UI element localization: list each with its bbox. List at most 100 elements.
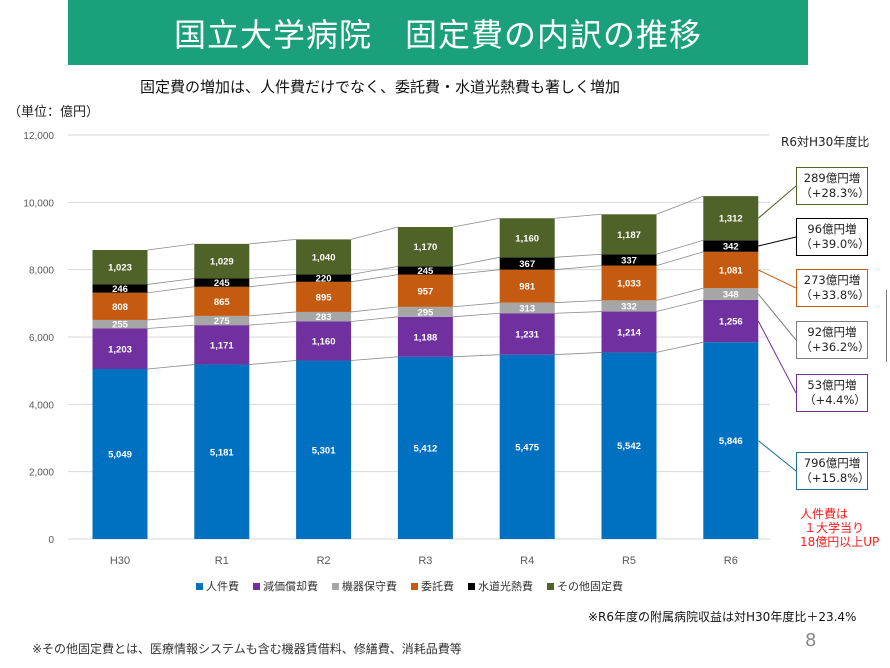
legend-label: 委託費 <box>421 580 454 593</box>
data-label: 1,170 <box>414 242 438 253</box>
annotation-box: 289億円増 （+28.3%） <box>796 167 870 205</box>
x-tick-label: R1 <box>215 555 229 567</box>
legend-label: 減価償却費 <box>263 580 318 593</box>
series-connector-line <box>554 311 602 314</box>
bar-segment <box>92 319 148 329</box>
data-label: 895 <box>316 292 333 303</box>
series-connector-line <box>350 226 399 240</box>
legend-label: 水道光熱費 <box>478 580 533 593</box>
data-label: 808 <box>112 302 128 313</box>
bar-segment <box>194 315 250 326</box>
data-label: 5,475 <box>515 442 539 453</box>
y-tick-label: 12,000 <box>23 131 54 142</box>
bar-segment <box>499 269 555 303</box>
annotation-leader-line <box>757 293 797 341</box>
bar-segment <box>194 278 250 287</box>
bar-segment <box>703 196 759 241</box>
series-connector-line <box>452 256 500 267</box>
annotation-box: 96億円増 （+39.0%） <box>796 218 870 256</box>
annotation-box: 796億円増 （+15.8%） <box>796 452 870 490</box>
legend-item: 人件費 <box>196 578 239 594</box>
annotation-percent: （+4.4%） <box>804 393 866 407</box>
data-label: 1,171 <box>210 340 234 351</box>
data-label: 1,312 <box>719 214 743 225</box>
annotation-increase: 289億円増 <box>803 171 861 185</box>
bar-segment <box>194 325 250 365</box>
bar-segment <box>601 352 657 539</box>
data-label: 1,214 <box>617 327 641 338</box>
annotation-leader-line <box>758 236 797 247</box>
legend-swatch <box>411 582 418 590</box>
y-tick-label: 6,000 <box>29 333 54 344</box>
data-label: 1,256 <box>719 317 743 328</box>
bar-segment <box>703 299 759 343</box>
bar-segment <box>601 311 657 353</box>
bar-segment <box>601 265 657 301</box>
data-label: 5,181 <box>210 447 234 458</box>
personnel-note-line: 18億円以上UP <box>800 535 880 549</box>
revenue-note: ※R6年度の附属病院収益は対H30年度比＋23.4% <box>588 610 857 624</box>
data-label: 5,301 <box>312 445 336 456</box>
data-label: 313 <box>519 303 535 314</box>
legend-label: 人件費 <box>206 580 239 593</box>
x-tick-label: R6 <box>724 555 738 567</box>
annotation-box: 53億円増 （+4.4%） <box>796 374 868 412</box>
annotation-leader-line <box>758 269 797 289</box>
series-connector-line <box>656 251 704 266</box>
legend-item: 水道光熱費 <box>468 578 533 594</box>
bar-segment <box>397 356 453 539</box>
series-connector-line <box>554 213 602 219</box>
series-connector-line <box>351 306 398 313</box>
legend-item: 委託費 <box>411 578 454 594</box>
data-label: 1,203 <box>108 344 132 355</box>
chart-legend: 人件費 減価償却費 機器保守費 委託費 水道光熱費 その他固定費 <box>196 578 623 594</box>
x-tick-label: R4 <box>520 555 534 567</box>
legend-swatch <box>253 582 260 590</box>
series-connector-line <box>452 354 500 358</box>
data-label: 1,160 <box>515 233 539 244</box>
data-label: 283 <box>316 312 332 323</box>
data-label: 865 <box>214 297 231 308</box>
series-connector-line <box>351 316 398 322</box>
data-label: 245 <box>214 278 231 289</box>
annotation-increase: 96億円増 <box>807 222 857 236</box>
bar-segment <box>92 250 148 285</box>
bar-segment <box>499 313 555 355</box>
series-connector-line <box>147 364 195 370</box>
bar-segment <box>703 251 759 289</box>
legend-item: 機器保守費 <box>332 578 397 594</box>
other-cost-definition: ※その他固定費とは、医療情報システムも含む機器賃借料、修繕費、消耗品費等 <box>32 642 462 656</box>
series-connector-line <box>351 274 398 283</box>
y-tick-label: 4,000 <box>29 400 54 411</box>
data-label: 1,231 <box>515 329 539 340</box>
x-tick-label: R3 <box>418 555 432 567</box>
personnel-note-line: １大学当り <box>804 521 865 535</box>
x-tick-label: H30 <box>110 555 130 567</box>
annotation-increase: 796億円増 <box>803 456 861 470</box>
data-label: 348 <box>723 290 739 301</box>
annotation-percent: （+39.0%） <box>800 237 870 251</box>
legend-label: 機器保守費 <box>342 580 397 593</box>
bar-segment <box>296 311 352 322</box>
legend-item: その他固定費 <box>547 578 623 594</box>
data-label: 1,160 <box>312 337 336 348</box>
data-label: 1,040 <box>312 252 336 263</box>
y-tick-label: 0 <box>48 535 54 546</box>
y-tick-label: 8,000 <box>29 266 54 277</box>
data-label: 342 <box>723 242 739 253</box>
series-connector-line <box>656 287 704 301</box>
y-tick-label: 2,000 <box>29 468 54 479</box>
bar-segment <box>194 286 250 316</box>
annotation-box: 273億円増 （+33.8%） <box>796 269 870 307</box>
series-connector-line <box>554 299 602 304</box>
series-connector-line <box>656 239 704 255</box>
annotation-leader-line <box>757 440 797 472</box>
bar-segment <box>397 227 453 267</box>
page-title: 国立大学病院 固定費の内訳の推移 <box>173 15 702 54</box>
legend-swatch <box>547 582 554 590</box>
bar-segment <box>499 302 555 314</box>
data-label: 1,188 <box>414 332 438 343</box>
bar-segment <box>296 239 352 275</box>
data-label: 1,023 <box>108 263 132 274</box>
page-number: 8 <box>805 630 817 651</box>
